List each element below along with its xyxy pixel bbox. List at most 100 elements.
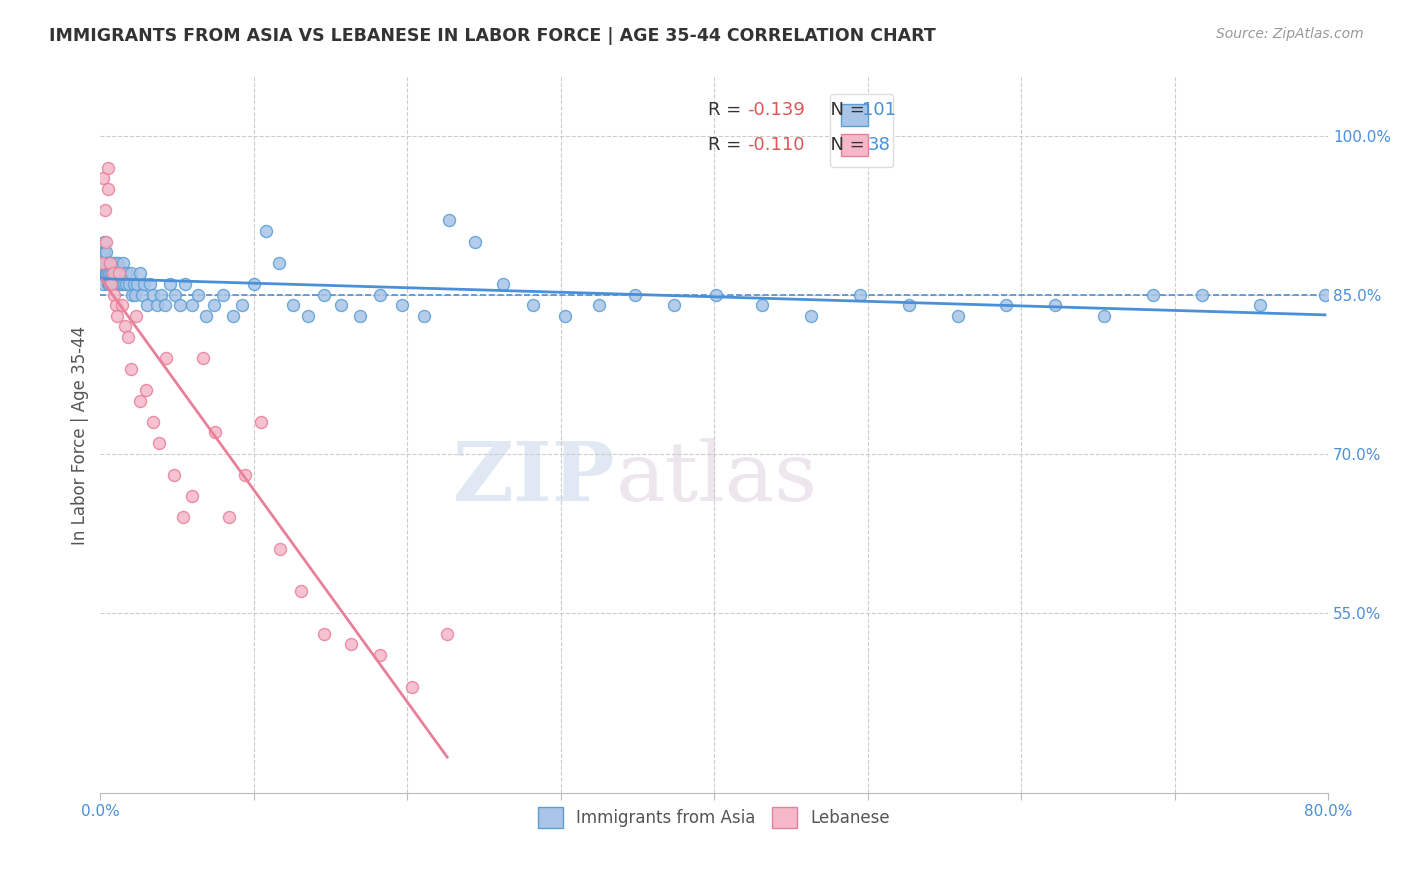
Point (97, 256, 120, 270)
Point (103, 287, 125, 301)
Point (187, 287, 209, 301)
Point (94, 267, 117, 281)
Text: 101: 101 (862, 101, 896, 119)
Point (103, 277, 125, 291)
Point (93, 256, 115, 270)
Text: ZIP: ZIP (453, 438, 616, 518)
Point (129, 393, 152, 408)
Point (104, 267, 127, 281)
Point (134, 277, 156, 291)
Point (139, 277, 162, 291)
Point (91, 245, 114, 260)
Point (413, 309, 436, 323)
Legend: Immigrants from Asia, Lebanese: Immigrants from Asia, Lebanese (531, 801, 897, 834)
Point (103, 256, 125, 270)
Point (149, 287, 172, 301)
Point (108, 267, 131, 281)
Point (94, 202, 117, 217)
Point (91, 277, 114, 291)
Point (193, 351, 215, 366)
Point (751, 298, 773, 312)
Point (114, 319, 136, 334)
Point (105, 267, 128, 281)
Point (155, 351, 177, 366)
Point (297, 309, 319, 323)
Point (108, 277, 131, 291)
Point (135, 383, 157, 397)
Point (664, 298, 686, 312)
Point (91, 256, 114, 270)
Point (111, 267, 134, 281)
Point (233, 467, 256, 482)
Point (90, 256, 112, 270)
Point (897, 298, 920, 312)
Point (370, 287, 392, 301)
Point (94, 267, 117, 281)
Point (118, 277, 141, 291)
Point (101, 267, 124, 281)
Point (101, 267, 124, 281)
Text: N =: N = (818, 101, 870, 119)
Point (349, 309, 371, 323)
Point (492, 277, 515, 291)
Point (93, 245, 115, 260)
Point (181, 489, 204, 503)
Point (1313, 287, 1336, 301)
Point (330, 298, 353, 312)
Point (94, 245, 117, 260)
Point (848, 287, 870, 301)
Point (93, 235, 115, 249)
Point (128, 267, 150, 281)
Point (145, 298, 167, 312)
Point (254, 224, 277, 238)
Point (104, 298, 127, 312)
Point (172, 510, 194, 524)
Point (117, 267, 139, 281)
Point (243, 277, 266, 291)
Point (104, 256, 127, 270)
Point (314, 626, 336, 640)
Point (1094, 309, 1116, 323)
Point (127, 277, 149, 291)
Point (211, 287, 233, 301)
Point (93, 256, 115, 270)
Point (946, 309, 969, 323)
Point (98, 267, 121, 281)
Point (100, 277, 122, 291)
Point (124, 309, 146, 323)
Point (250, 415, 273, 429)
Point (142, 287, 165, 301)
Point (97, 161, 120, 175)
Point (995, 298, 1018, 312)
Point (98, 256, 121, 270)
Point (141, 415, 163, 429)
Point (124, 287, 146, 301)
Point (96, 267, 118, 281)
Point (100, 267, 122, 281)
Point (131, 287, 153, 301)
Point (312, 287, 335, 301)
Point (269, 541, 291, 556)
Text: IMMIGRANTS FROM ASIA VS LEBANESE IN LABOR FORCE | AGE 35-44 CORRELATION CHART: IMMIGRANTS FROM ASIA VS LEBANESE IN LABO… (49, 27, 936, 45)
Text: R =: R = (709, 136, 747, 154)
Point (163, 287, 186, 301)
Point (93, 267, 115, 281)
Point (401, 680, 423, 694)
Point (94, 256, 117, 270)
Point (105, 309, 128, 323)
Point (231, 298, 253, 312)
Point (204, 425, 226, 440)
Text: -0.110: -0.110 (748, 136, 804, 154)
Point (339, 637, 361, 651)
Point (624, 287, 647, 301)
Text: -0.139: -0.139 (748, 101, 806, 119)
Point (194, 309, 217, 323)
Point (90, 267, 112, 281)
Point (1045, 298, 1067, 312)
Point (368, 648, 391, 662)
Point (464, 235, 486, 249)
Point (111, 298, 134, 312)
Point (101, 256, 124, 270)
Point (437, 213, 460, 227)
Point (522, 298, 544, 312)
